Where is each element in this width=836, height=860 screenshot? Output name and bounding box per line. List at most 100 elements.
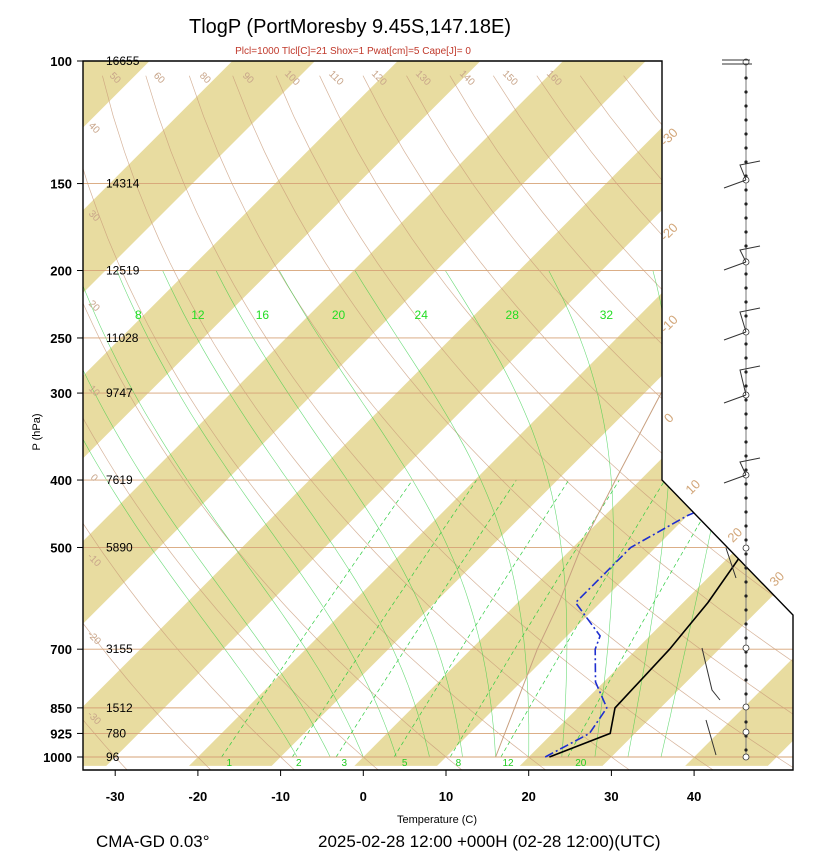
mixing-ratio-line	[500, 479, 666, 758]
wind-dot	[744, 636, 748, 640]
dry-adiabat-label: 110	[326, 69, 345, 88]
isotherm-band	[83, 61, 793, 766]
wind-dot	[744, 482, 748, 486]
wind-dot	[744, 552, 748, 556]
wind-dot	[744, 622, 748, 626]
wind-dot	[744, 538, 748, 542]
moist-adiabat	[354, 270, 530, 757]
moist-adiabats	[83, 270, 744, 758]
wind-dot	[744, 678, 748, 682]
wind-dot	[744, 370, 748, 374]
wind-dot	[744, 286, 748, 290]
dry-adiabat	[362, 75, 793, 770]
wind-dot	[744, 314, 748, 318]
wind-dot	[744, 76, 748, 80]
parcel-line	[495, 61, 793, 758]
temperature-label: 0	[360, 789, 367, 804]
dry-adiabat	[83, 75, 297, 770]
moist-adiabat	[162, 270, 430, 758]
moist-adiabat	[83, 270, 298, 758]
wind-dot	[744, 440, 748, 444]
mixing-ratio-label: 20	[332, 308, 346, 322]
dry-adiabat	[83, 75, 129, 770]
moist-adiabat	[116, 270, 397, 758]
wind-barb	[722, 59, 752, 65]
wind-dot	[744, 118, 748, 122]
dry-adiabat	[319, 75, 793, 770]
isotherm-label: -20	[657, 220, 681, 244]
temperature-label: 40	[687, 789, 701, 804]
wind-dot	[744, 454, 748, 458]
wind-barb-column	[701, 58, 761, 761]
plot-area: 8 12 16 20 24 28 321 2 3 5 8 12 20 50 60 80 90 100 110 120…	[83, 61, 793, 770]
wind-barb-station	[742, 728, 750, 736]
wind-barb	[723, 160, 761, 189]
pressure-label: 400	[50, 473, 72, 488]
moist-adiabat	[445, 270, 568, 758]
wind-dot	[744, 426, 748, 430]
wind-dot	[744, 580, 748, 584]
temperature-label: 20	[521, 789, 535, 804]
mixing-ratio-label: 24	[415, 308, 429, 322]
height-label: 780	[106, 726, 126, 740]
height-label: 14314	[106, 177, 140, 191]
wind-dot	[744, 188, 748, 192]
pressure-label: 100	[50, 54, 72, 69]
wind-dot	[744, 160, 748, 164]
mixing-ratio-label: 8	[135, 308, 142, 322]
height-label: 96	[106, 750, 120, 764]
moist-adiabat	[548, 270, 614, 758]
wind-dot	[744, 384, 748, 388]
isotherm-band	[83, 61, 481, 766]
pressure-axis: 100 150 200 250 300 400 500 700 850 925 1000	[43, 54, 83, 765]
wind-barb-station	[742, 703, 750, 711]
wind-dot	[744, 496, 748, 500]
mixing-ratio-labels: 8 12 16 20 24 28 321 2 3 5 8 12 20	[135, 308, 613, 769]
wind-barb-station	[742, 644, 750, 652]
wind-dot	[744, 244, 748, 248]
mixing-ratio-bottom-label: 2	[296, 758, 302, 769]
wind-dot	[744, 202, 748, 206]
temperature-label: -30	[106, 789, 125, 804]
isotherm-label: 20	[724, 524, 745, 545]
wind-dot	[744, 90, 748, 94]
wind-dot	[744, 594, 748, 598]
height-label: 16655	[106, 54, 140, 68]
dewpoint-line	[544, 61, 793, 758]
dry-adiabat	[710, 75, 793, 770]
wind-dot	[744, 300, 748, 304]
wind-barb-station	[742, 544, 750, 552]
wind-barb	[723, 307, 761, 341]
dry-adiabat-label: 0	[88, 472, 100, 484]
wind-dot	[744, 608, 748, 612]
dry-adiabat-label: 60	[151, 70, 167, 86]
height-label: 1512	[106, 701, 133, 715]
wind-dot	[744, 356, 748, 360]
moist-adiabat	[278, 270, 496, 758]
wind-dot	[744, 230, 748, 234]
mixing-ratio-line	[449, 479, 620, 758]
pressure-label: 850	[50, 701, 72, 716]
wind-barb	[701, 547, 737, 756]
dry-adiabat	[83, 75, 549, 770]
dry-adiabat	[83, 75, 213, 770]
pressure-label: 500	[50, 540, 72, 555]
isotherm-band	[83, 61, 315, 766]
wind-dot	[744, 566, 748, 570]
dry-adiabat-label: 20	[86, 298, 102, 314]
wind-dot	[744, 748, 748, 752]
temperature-label: 10	[439, 789, 453, 804]
x-axis-label: Temperature (C)	[397, 814, 477, 826]
dry-adiabat	[275, 75, 793, 770]
temperature-label: -10	[271, 789, 290, 804]
wind-barb	[723, 457, 761, 484]
wind-dot	[744, 342, 748, 346]
temperature-axis: -30 -20 -10 0 10 20 30 40	[106, 770, 701, 804]
mixing-ratio-bottom-label: 8	[456, 758, 462, 769]
wind-dot	[744, 468, 748, 472]
isotherm-label: 10	[682, 476, 703, 497]
wind-dot	[744, 216, 748, 220]
temperature-label: -20	[189, 789, 208, 804]
wind-dot	[744, 272, 748, 276]
